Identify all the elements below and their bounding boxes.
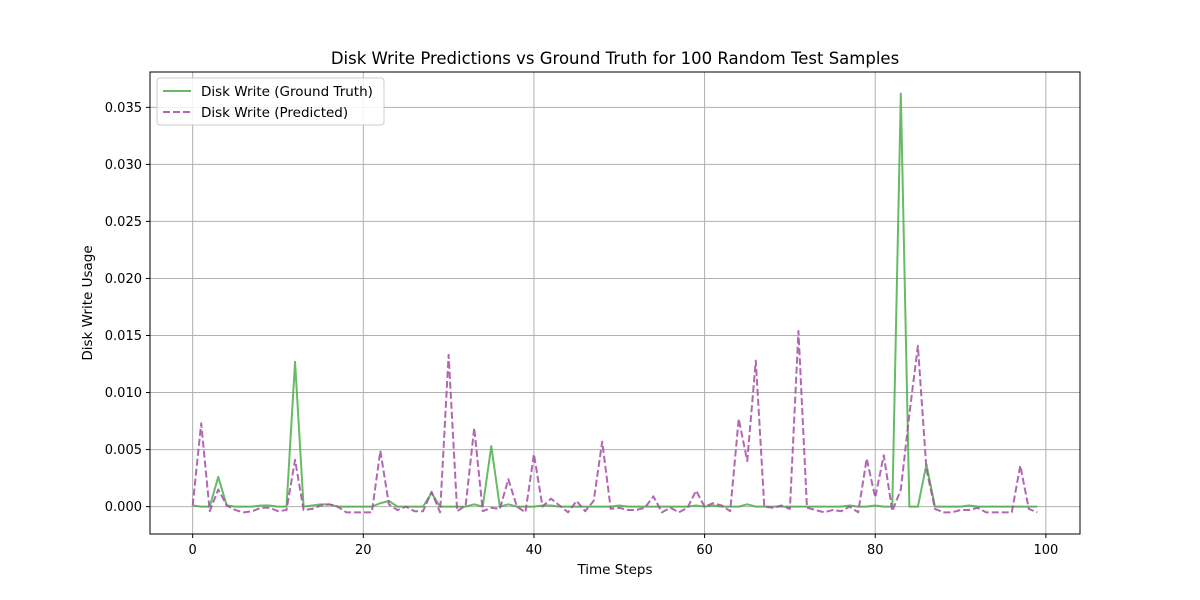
x-tick-label: 0 xyxy=(189,543,197,558)
y-tick-label: 0.005 xyxy=(105,443,142,458)
series-layer xyxy=(191,92,1038,514)
y-tick-label: 0.000 xyxy=(105,500,142,515)
x-tick-label: 40 xyxy=(526,543,543,558)
legend-box xyxy=(156,77,385,126)
chart-title: Disk Write Predictions vs Ground Truth f… xyxy=(331,49,899,68)
y-tick-label: 0.030 xyxy=(105,158,142,173)
legend-label-ground-truth: Disk Write (Ground Truth) xyxy=(201,84,373,100)
x-axis-label: Time Steps xyxy=(576,562,652,578)
x-tick-label: 80 xyxy=(867,543,884,558)
y-tick-label: 0.020 xyxy=(105,272,142,287)
y-axis-label: Disk Write Usage xyxy=(80,245,96,360)
plot-frame xyxy=(149,71,1081,535)
x-tick-label: 60 xyxy=(696,543,713,558)
series-line-ground-truth xyxy=(192,92,1038,508)
grid xyxy=(150,72,1080,534)
y-tick-label: 0.015 xyxy=(105,329,142,344)
ticks: 0 20 40 60 80 100 0.000 0.005 0.010 0.015 0.020 0.0… xyxy=(105,101,1059,558)
y-tick-label: 0.025 xyxy=(105,215,142,230)
series-line-predicted xyxy=(191,329,1038,514)
y-tick-label: 0.035 xyxy=(105,101,142,116)
plot-area xyxy=(150,72,1080,534)
x-tick-label: 20 xyxy=(355,543,372,558)
x-tick-label: 100 xyxy=(1033,543,1058,558)
legend: Disk Write (Ground Truth) Disk Write (Pr… xyxy=(156,77,385,126)
legend-label-predicted: Disk Write (Predicted) xyxy=(201,105,348,121)
y-tick-label: 0.010 xyxy=(105,386,142,401)
